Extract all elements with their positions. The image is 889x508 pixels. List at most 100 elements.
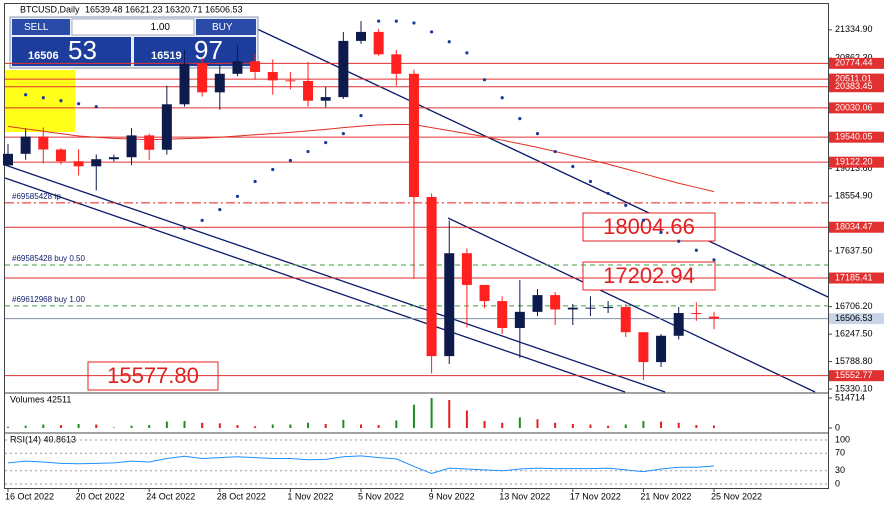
rsi-line xyxy=(7,455,715,474)
candle-body xyxy=(303,80,314,101)
price-level-tag xyxy=(829,81,884,93)
sar-dot xyxy=(377,19,381,23)
sar-dot xyxy=(412,21,416,25)
sar-dot xyxy=(341,132,345,136)
sar-dot xyxy=(306,149,310,154)
candle-body xyxy=(356,31,366,41)
candle-body xyxy=(91,159,102,167)
candle-body xyxy=(673,313,684,336)
current-price-label: 16506.53 xyxy=(835,313,873,323)
candle-body xyxy=(320,97,331,101)
x-tick-label: 24 Oct 2022 xyxy=(146,491,195,501)
candle-body xyxy=(638,332,649,363)
candle-body xyxy=(197,63,208,93)
sar-dot xyxy=(182,226,187,230)
sar-dot xyxy=(606,191,610,196)
candle-body xyxy=(373,31,384,55)
candle-body xyxy=(479,284,490,302)
sar-dot xyxy=(465,51,469,55)
header-ohlc: 16539.48 xyxy=(85,4,123,14)
sar-dot xyxy=(694,248,698,252)
candle-body xyxy=(267,71,278,81)
candle-body xyxy=(444,253,455,357)
candle-body xyxy=(497,301,508,328)
frame xyxy=(4,3,829,489)
bid-box[interactable] xyxy=(12,37,131,66)
bid-pips[interactable]: 53 xyxy=(68,35,97,65)
price-level-label: 20030.06 xyxy=(835,102,873,112)
price-level-tag xyxy=(829,57,884,69)
candle-body xyxy=(585,307,596,309)
ask-box[interactable] xyxy=(134,37,256,66)
order-line-label: #69585428 buy 0.50 xyxy=(12,254,86,263)
price-level-tag xyxy=(829,370,884,382)
header-ohlc: 16320.71 xyxy=(165,4,203,14)
sell-button[interactable] xyxy=(12,19,70,35)
candle-body xyxy=(567,307,578,310)
candle-body xyxy=(73,161,84,167)
x-tick-label: 13 Nov 2022 xyxy=(499,491,550,501)
sar-dot xyxy=(218,207,222,212)
sar-dot xyxy=(253,179,257,184)
candle-body xyxy=(126,135,137,158)
y-tick-label: 19013.60 xyxy=(835,163,873,173)
rsi-title: RSI(14) 40.8613 xyxy=(10,434,76,444)
price-level-tag xyxy=(829,102,884,114)
order-line-label: #69585428 tp xyxy=(12,192,61,201)
y-tick-label: 70 xyxy=(835,448,845,458)
candle-body xyxy=(709,316,719,319)
trend-line xyxy=(4,177,626,393)
price-level-label: 19540.05 xyxy=(835,132,873,142)
lot-input[interactable] xyxy=(71,18,195,36)
sar-dot xyxy=(394,19,398,23)
y-tick-label: 30 xyxy=(835,465,845,475)
y-tick-label: 0 xyxy=(835,422,840,432)
candle-body xyxy=(391,54,402,74)
sar-dot xyxy=(200,218,204,222)
sar-dot xyxy=(659,230,663,234)
sar-dot xyxy=(500,96,504,100)
current-price-tag xyxy=(829,313,884,325)
candle-body xyxy=(550,295,561,310)
buy-button[interactable] xyxy=(196,19,256,35)
order-line-label: #69612968 buy 1.00 xyxy=(12,295,86,304)
sar-dot xyxy=(535,132,540,136)
sell-label[interactable]: SELL xyxy=(24,22,49,33)
y-tick-label: 15330.10 xyxy=(835,383,873,393)
x-tick-label: 16 Oct 2022 xyxy=(5,491,54,501)
candle-body xyxy=(603,307,614,309)
x-tick-label: 25 Nov 2022 xyxy=(711,491,762,501)
x-tick-label: 5 Nov 2022 xyxy=(358,491,404,501)
y-tick-label: 100 xyxy=(835,434,850,444)
sar-dot xyxy=(271,167,275,172)
ask-pips[interactable]: 97 xyxy=(194,35,223,65)
sar-dot xyxy=(518,117,522,121)
buy-label[interactable]: BUY xyxy=(212,22,233,33)
candle-body xyxy=(108,157,119,160)
moving-average xyxy=(7,123,715,193)
lot-value[interactable]: 1.00 xyxy=(151,22,171,33)
y-tick-label: 514714 xyxy=(835,392,865,402)
price-level-tag xyxy=(829,131,884,143)
sar-dot xyxy=(324,140,328,145)
sar-dot xyxy=(288,158,292,163)
sar-dot xyxy=(677,239,681,243)
candle-body xyxy=(285,80,296,82)
sar-dot xyxy=(482,78,487,82)
ask-main[interactable]: 16519 xyxy=(151,50,182,62)
annotation-box xyxy=(582,261,716,291)
sar-dot xyxy=(59,99,63,103)
sar-dot xyxy=(24,93,28,97)
price-level-tag xyxy=(829,272,884,284)
price-level-label: 20774.44 xyxy=(835,58,873,68)
candle-body xyxy=(144,135,155,150)
candle-body xyxy=(338,40,349,98)
bid-main[interactable]: 16506 xyxy=(28,50,59,62)
sar-dot xyxy=(588,179,593,184)
y-tick-label: 17637.50 xyxy=(835,245,873,255)
y-tick-label: 20862.30 xyxy=(835,52,873,62)
price-level-tag xyxy=(829,156,884,168)
x-tick-label: 20 Oct 2022 xyxy=(76,491,125,501)
price-level-tag xyxy=(829,221,884,233)
sar-dot xyxy=(571,164,575,169)
